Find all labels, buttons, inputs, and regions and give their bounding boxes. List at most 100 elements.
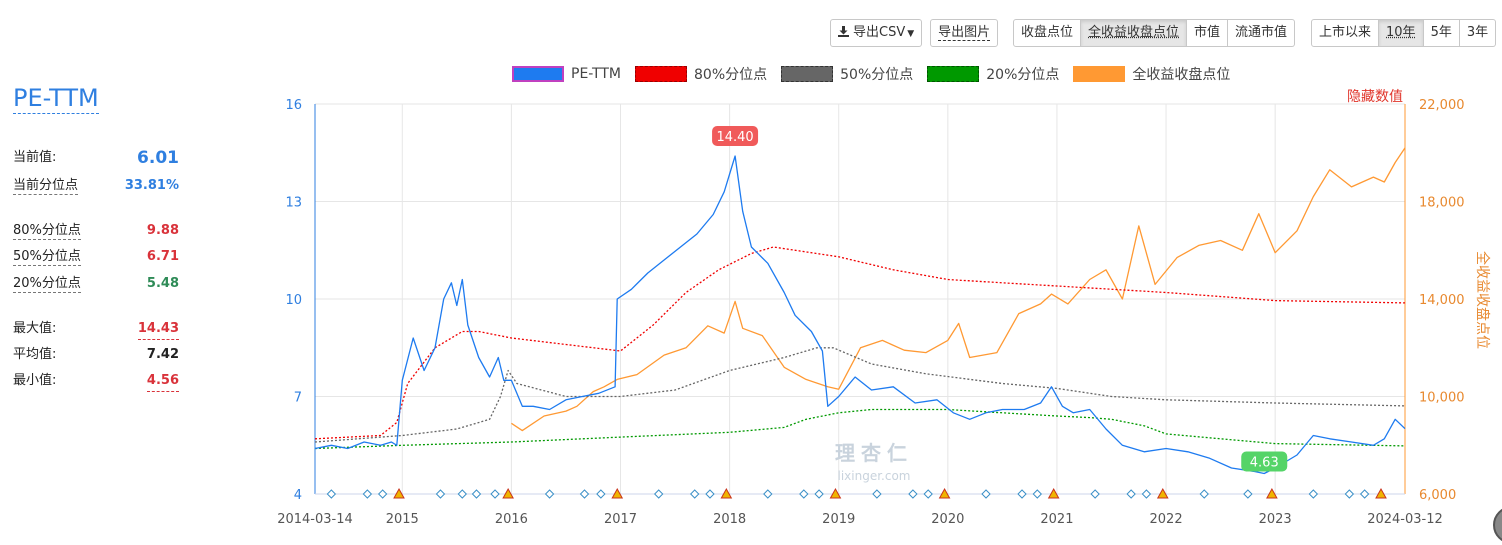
event-diamond-icon	[490, 489, 500, 499]
event-diamond-icon	[1199, 489, 1209, 499]
stat-min-value[interactable]: 4.56	[146, 371, 179, 392]
range-tab-0[interactable]: 上市以来	[1311, 19, 1380, 47]
legend-swatch-index	[1073, 66, 1126, 82]
metric-tab-2[interactable]: 市值	[1187, 19, 1229, 47]
left-tick-label: 10	[285, 293, 302, 308]
chart-series	[314, 147, 1406, 475]
p50-line	[314, 347, 1406, 443]
watermark-url: lixinger.com	[838, 469, 911, 483]
stat-p80-label[interactable]: 80%分位点	[13, 223, 81, 240]
event-diamond-icon	[1090, 489, 1100, 499]
stat-current-label: 当前值:	[13, 150, 57, 165]
x-tick-label: 2023	[1259, 512, 1292, 527]
event-diamond-icon	[1141, 489, 1152, 499]
event-diamond-icon	[981, 489, 991, 499]
legend-item-index[interactable]: 全收益收盘点位	[1073, 64, 1230, 84]
stat-p80-value: 9.88	[146, 223, 179, 238]
export-image-label: 导出图片	[938, 25, 991, 41]
event-markers	[326, 487, 1387, 499]
legend-item-p50[interactable]: 50%分位点	[781, 64, 913, 84]
range-tabs: 上市以来 10年 5年 3年	[1311, 19, 1497, 47]
p20-line	[314, 408, 1406, 450]
pe-ttm-line	[314, 155, 1406, 475]
event-triangle-icon	[1375, 487, 1387, 499]
right-tick-label: 14,000	[1419, 293, 1465, 308]
legend-swatch-p80	[635, 66, 687, 82]
x-tick-label: 2022	[1150, 512, 1183, 527]
event-diamond-icon	[471, 489, 482, 499]
event-triangle-icon	[1047, 487, 1060, 499]
min-label-box	[1241, 451, 1288, 472]
stat-p50-label[interactable]: 50%分位点	[13, 249, 81, 266]
event-diamond-icon	[457, 489, 468, 499]
event-triangle-icon	[393, 487, 405, 499]
event-diamond-icon	[799, 489, 809, 499]
right-tick-label: 18,000	[1419, 196, 1465, 211]
left-tick-label: 16	[285, 98, 302, 113]
stat-p50: 50%分位点 6.71	[13, 247, 179, 267]
watermark: 理杏仁 lixinger.com	[835, 441, 913, 483]
stat-current: 当前值: 6.01	[13, 148, 179, 168]
event-diamond-icon	[596, 489, 606, 499]
metric-tab-0[interactable]: 收盘点位	[1013, 19, 1082, 47]
event-diamond-icon	[362, 489, 373, 499]
x-tick-label: 2024-03-12	[1367, 512, 1443, 527]
event-diamond-icon	[705, 489, 715, 499]
event-diamond-icon	[763, 489, 773, 499]
stat-p20-label[interactable]: 20%分位点	[13, 276, 81, 293]
scroll-handle-icon[interactable]	[1492, 505, 1502, 545]
legend-swatch-pe	[512, 66, 564, 82]
metric-title[interactable]: PE-TTM	[13, 84, 99, 114]
metric-tab-1[interactable]: 全收益收盘点位	[1081, 19, 1188, 47]
chart-axes: 2014-03-14 2015 2016 2017 2018 2019 2020 2021 20…	[277, 98, 1491, 527]
min-label-text: 4.63	[1250, 456, 1279, 471]
x-tick-label: 2014-03-14	[277, 512, 353, 527]
legend-label-p20: 20%分位点	[986, 67, 1060, 83]
legend-item-p20[interactable]: 20%分位点	[927, 64, 1059, 84]
legend-label-pe: PE-TTM	[571, 66, 621, 82]
export-csv-button[interactable]: 导出CSV ▼	[830, 19, 923, 47]
export-buttons: 导出CSV ▼ 导出图片	[830, 19, 999, 47]
chart-grid	[314, 103, 1406, 495]
event-diamond-icon	[923, 489, 933, 499]
x-tick-label: 2017	[604, 512, 637, 527]
stat-max-value[interactable]: 14.43	[137, 319, 179, 340]
stat-max-label: 最大值:	[13, 321, 57, 336]
legend-label-index: 全收益收盘点位	[1132, 67, 1231, 83]
right-tick-label: 6,000	[1419, 488, 1456, 503]
x-tick-label: 2018	[713, 512, 746, 527]
legend-item-pe[interactable]: PE-TTM	[512, 66, 621, 82]
event-diamond-icon	[872, 489, 882, 499]
stat-avg-label: 平均值:	[13, 347, 57, 362]
legend-item-p80[interactable]: 80%分位点	[635, 64, 767, 84]
metric-tab-3[interactable]: 流通市值	[1228, 19, 1296, 47]
x-tick-label: 2020	[931, 512, 964, 527]
hide-values-link[interactable]: 隐藏数值	[1347, 89, 1403, 105]
stat-p80: 80%分位点 9.88	[13, 221, 179, 241]
event-diamond-icon	[1359, 489, 1370, 499]
event-triangle-icon	[611, 487, 624, 499]
caret-down-icon: ▼	[907, 29, 915, 39]
event-diamond-icon	[1126, 489, 1136, 499]
stat-max: 最大值: 14.43	[13, 319, 179, 340]
stat-avg: 平均值: 7.42	[13, 345, 179, 365]
range-tab-2[interactable]: 5年	[1423, 19, 1460, 47]
right-tick-label: 22,000	[1419, 98, 1465, 113]
p80-line	[314, 246, 1406, 440]
range-tab-3[interactable]: 3年	[1459, 19, 1497, 47]
max-label-text: 14.40	[716, 130, 753, 145]
event-triangle-icon	[1156, 487, 1169, 499]
event-diamond-icon	[689, 489, 700, 499]
range-tab-1[interactable]: 10年	[1379, 19, 1424, 47]
stat-p20: 20%分位点 5.48	[13, 274, 179, 294]
right-axis-title: 全收益收盘点位	[1474, 251, 1491, 349]
watermark-logo: 理杏仁	[835, 441, 913, 465]
stat-current-pct-label[interactable]: 当前分位点	[13, 178, 79, 195]
event-triangle-icon	[720, 487, 733, 499]
total-return-index-line	[511, 147, 1406, 432]
legend-label-p50: 50%分位点	[840, 67, 914, 83]
event-diamond-icon	[544, 489, 555, 499]
stat-min: 最小值: 4.56	[13, 371, 179, 392]
event-diamond-icon	[1017, 489, 1027, 499]
export-image-button[interactable]: 导出图片	[930, 19, 999, 47]
